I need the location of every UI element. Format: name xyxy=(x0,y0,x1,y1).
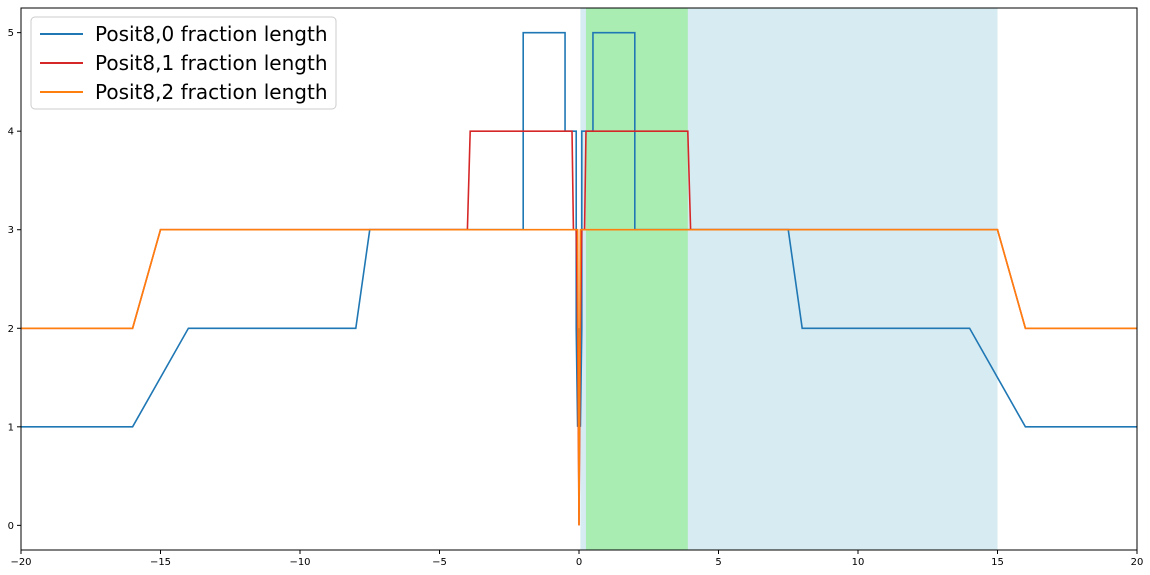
x-tick-label: 5 xyxy=(715,557,721,568)
x-tick-label: −5 xyxy=(432,557,447,568)
shaded-region-1 xyxy=(585,8,688,550)
legend: Posit8,0 fraction length Posit8,1 fractio… xyxy=(30,16,337,110)
legend-label-0: Posit8,0 fraction length xyxy=(95,22,328,46)
y-tick-label: 0 xyxy=(8,521,14,532)
x-tick-label: 15 xyxy=(991,557,1004,568)
y-tick-label: 3 xyxy=(8,225,14,236)
x-tick-label: −15 xyxy=(150,557,171,568)
x-tick-label: 10 xyxy=(852,557,865,568)
x-tick-label: −20 xyxy=(10,557,31,568)
legend-label-1: Posit8,1 fraction length xyxy=(95,51,328,75)
y-tick-label: 4 xyxy=(8,127,14,138)
x-axis: −20 −15 −10 −5 0 5 10 15 20 xyxy=(10,550,1143,568)
shaded-regions xyxy=(580,8,998,550)
legend-label-2: Posit8,2 fraction length xyxy=(95,80,328,104)
x-tick-label: −10 xyxy=(289,557,310,568)
x-tick-label: 0 xyxy=(576,557,582,568)
series-line-2 xyxy=(21,228,1137,526)
x-tick-label: 20 xyxy=(1131,557,1144,568)
y-tick-label: 1 xyxy=(8,422,14,433)
y-tick-label: 2 xyxy=(8,324,14,335)
series-lines xyxy=(21,31,1137,526)
y-axis: 0 1 2 3 4 5 xyxy=(8,28,21,532)
legend-box xyxy=(30,16,337,110)
y-tick-label: 5 xyxy=(8,28,14,39)
